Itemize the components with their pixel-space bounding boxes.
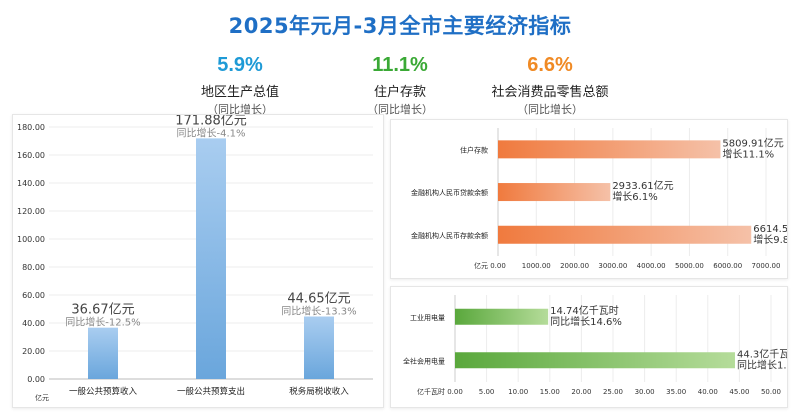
kpi-label: 社会消费品零售总额 (491, 85, 609, 100)
y-tick-label: 金融机构人民币贷款余额 (411, 188, 488, 197)
deposit-bar-chart: 0.00 1000.00 2000.00 3000.00 4000.00 5000.00 6… (411, 128, 800, 270)
bar (498, 140, 721, 159)
value-label: 36.67亿元 (71, 303, 134, 318)
bar (88, 327, 118, 379)
bar (196, 138, 226, 379)
fiscal-chart-panel: 0.00 20.00 40.00 60.00 80.00 100.00 120.00 140.… (12, 113, 384, 408)
x-tick-label: 1000.00 (522, 262, 551, 270)
x-tick-label: 一般公共预算收入 (69, 386, 138, 397)
y-tick-label: 100.00 (17, 235, 45, 244)
x-tick-label: 6000.00 (713, 262, 742, 270)
x-tick-label: 3000.00 (598, 262, 627, 270)
y-tick-label: 全社会用电量 (403, 356, 445, 365)
bar (498, 183, 611, 202)
value-label: 44.65亿元 (287, 291, 350, 306)
kpi-label: 地区生产总值 (200, 85, 279, 100)
growth-label: 增长6.1% (612, 190, 657, 203)
bar (455, 352, 735, 369)
kpi-gdp: 5.9% 地区生产总值 （同比增长） (170, 54, 310, 117)
value-label: 2933.61亿元 (612, 179, 673, 192)
y-tick-label: 住户存款 (460, 145, 488, 154)
growth-label: 同比增长14.6% (550, 315, 622, 328)
growth-label: 同比增长-12.5% (65, 316, 140, 329)
y-tick-label: 0.00 (27, 375, 45, 384)
x-tick-label: 45.00 (729, 388, 749, 396)
x-tick-label: 40.00 (698, 388, 718, 396)
x-tick-label: 5000.00 (675, 262, 704, 270)
growth-label: 增长11.1% (722, 147, 774, 160)
x-tick-label: 35.00 (666, 388, 686, 396)
y-tick-label: 140.00 (17, 179, 45, 188)
value-label: 5809.91亿元 (722, 136, 783, 149)
kpi-value: 6.6% (527, 54, 573, 76)
bar (304, 316, 334, 379)
y-tick-label: 20.00 (22, 347, 45, 356)
x-tick-label: 税务局税收收入 (289, 386, 349, 397)
y-tick-label: 金融机构人民币存款余额 (411, 231, 488, 240)
value-label: 171.88亿元 (175, 115, 247, 128)
y-tick-label: 80.00 (22, 263, 45, 272)
value-label: 44.3亿千瓦时 (737, 347, 787, 360)
x-tick-label: 5.00 (479, 388, 495, 396)
y-tick-label: 40.00 (22, 319, 45, 328)
kpi-sub: （同比增长） (517, 103, 583, 116)
x-unit-label: 亿元 (474, 261, 488, 270)
y-tick-label: 160.00 (17, 151, 45, 160)
y-tick-label: 60.00 (22, 291, 45, 300)
kpi-value: 11.1% (372, 54, 428, 76)
deposit-chart-panel: 0.00 1000.00 2000.00 3000.00 4000.00 5000.00 6… (390, 119, 800, 279)
y-tick-label: 180.00 (17, 123, 45, 132)
kpi-retail-sales: 6.6% 社会消费品零售总额 （同比增长） (470, 54, 630, 117)
x-tick-label: 2000.00 (560, 262, 589, 270)
bar (498, 225, 752, 244)
electricity-chart-panel: 0.00 5.00 10.00 15.00 20.00 25.00 30.00 35.00 40… (390, 286, 800, 408)
x-tick-label: 7000.00 (752, 262, 781, 270)
x-tick-label: 4000.00 (637, 262, 666, 270)
y-tick-label: 120.00 (17, 207, 45, 216)
y-unit-label: 亿元 (35, 393, 49, 402)
growth-label: 同比增长-4.1% (176, 126, 245, 139)
growth-label: 增长9.8% (753, 233, 787, 246)
x-unit-label: 亿千瓦时 (417, 387, 445, 396)
x-tick-label: 25.00 (603, 388, 623, 396)
kpi-household-deposit: 11.1% 住户存款 （同比增长） (330, 54, 470, 117)
x-tick-label: 15.00 (540, 388, 560, 396)
kpi-label: 住户存款 (373, 85, 426, 100)
page-title: 2025年元月-3月全市主要经济指标 (228, 14, 572, 38)
x-tick-label: 0.00 (447, 388, 463, 396)
x-tick-label: 30.00 (635, 388, 655, 396)
x-tick-label: 20.00 (571, 388, 591, 396)
bar (455, 308, 549, 325)
kpi-value: 5.9% (217, 54, 263, 76)
x-tick-label: 0.00 (490, 262, 506, 270)
growth-label: 同比增长1.2% (737, 358, 787, 371)
kpi-sub: （同比增长） (367, 103, 433, 116)
x-tick-label: 50.00 (761, 388, 781, 396)
kpi-sub: （同比增长） (207, 103, 273, 116)
growth-label: 同比增长-13.3% (281, 304, 356, 317)
x-tick-label: 10.00 (508, 388, 528, 396)
electricity-bar-chart: 0.00 5.00 10.00 15.00 20.00 25.00 30.00 35.00 40… (403, 295, 800, 396)
x-tick-label: 一般公共预算支出 (177, 386, 245, 397)
value-label: 6614.56亿元 (753, 222, 787, 235)
fiscal-bar-chart: 0.00 20.00 40.00 60.00 80.00 100.00 120.00 140.… (17, 113, 373, 402)
y-tick-label: 工业用电量 (410, 313, 445, 322)
value-label: 14.74亿千瓦时 (550, 304, 619, 317)
